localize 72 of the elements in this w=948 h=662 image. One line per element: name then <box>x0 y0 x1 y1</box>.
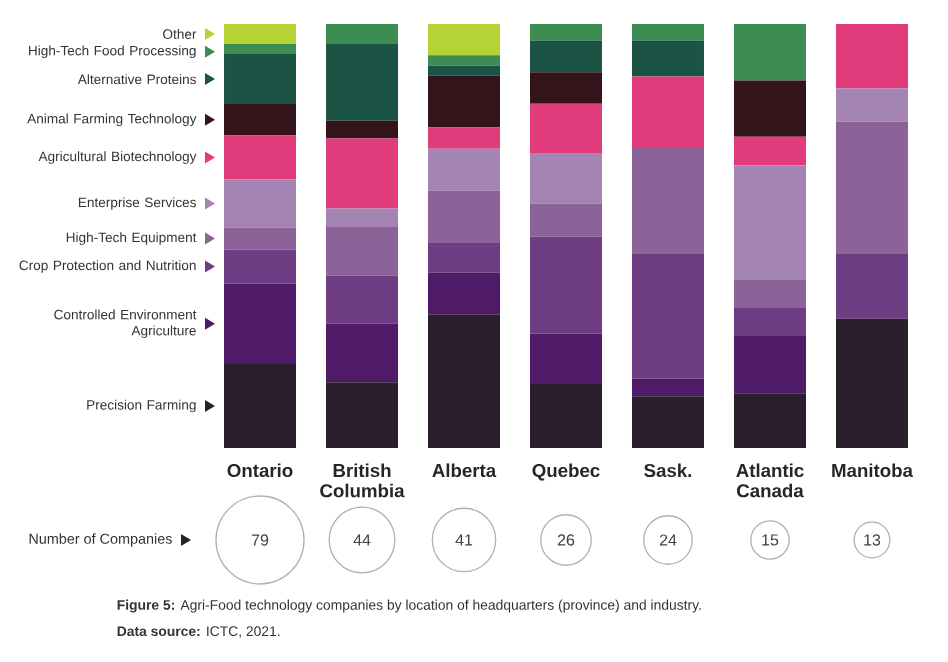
bar <box>733 308 806 337</box>
bar <box>733 336 806 394</box>
x-tick-label: Atlantic Canada <box>736 463 804 498</box>
bar <box>326 227 398 276</box>
bar <box>835 88 908 122</box>
bar <box>530 103 602 154</box>
bar <box>631 396 704 448</box>
bar <box>428 314 500 448</box>
x-tick-label: British Columbia <box>320 463 405 498</box>
bar <box>530 40 602 73</box>
bar <box>631 378 704 397</box>
bar <box>224 227 297 250</box>
bar <box>733 24 806 81</box>
data-label: 44 <box>353 534 371 546</box>
bar <box>326 43 398 121</box>
x-tick-label: Alberta <box>432 463 497 478</box>
bar <box>428 148 500 191</box>
bar <box>530 383 602 448</box>
bar <box>428 65 500 76</box>
bar <box>733 280 806 309</box>
bar <box>631 76 704 147</box>
bar <box>733 136 806 166</box>
bar <box>326 208 398 228</box>
x-tick-label: Sask. <box>644 463 692 478</box>
bar <box>733 165 806 281</box>
bar <box>733 80 806 137</box>
x-tick-label: Ontario <box>227 463 293 478</box>
bar <box>835 318 908 448</box>
data-label: 26 <box>557 534 575 546</box>
bar <box>224 104 297 136</box>
bar <box>428 127 500 149</box>
bar <box>326 275 398 324</box>
data-label: 15 <box>762 534 779 546</box>
bar <box>326 138 398 209</box>
bar <box>530 72 602 104</box>
bar <box>224 179 297 228</box>
bar <box>530 333 602 384</box>
bar <box>224 135 297 180</box>
bar <box>530 153 602 204</box>
bar <box>835 121 908 254</box>
bar <box>326 120 398 139</box>
bar <box>631 146 704 254</box>
bar <box>224 24 297 44</box>
bar <box>428 242 500 273</box>
bar <box>224 249 297 284</box>
bar <box>428 272 500 315</box>
bar <box>224 364 297 448</box>
bar <box>428 190 500 243</box>
bar <box>224 43 297 55</box>
x-tick-label: Manitoba <box>832 463 914 478</box>
bar <box>631 24 704 41</box>
bar <box>428 55 500 66</box>
bar <box>631 253 704 379</box>
bar <box>733 393 806 448</box>
bar <box>530 24 602 41</box>
x-tick-label: Quebec <box>532 463 600 481</box>
data-label: 13 <box>864 534 881 546</box>
data-label: 24 <box>659 534 677 546</box>
bar <box>326 382 398 448</box>
bar <box>224 283 297 365</box>
data-label: 41 <box>455 534 473 546</box>
data-label: 79 <box>251 534 269 546</box>
bar <box>530 203 602 237</box>
bar <box>530 236 602 334</box>
bar <box>631 40 704 77</box>
bar <box>835 253 908 319</box>
bar <box>326 24 398 44</box>
bar <box>428 75 500 128</box>
bar <box>224 54 297 105</box>
bar <box>835 24 908 89</box>
bar <box>326 323 398 383</box>
bar <box>428 24 500 56</box>
